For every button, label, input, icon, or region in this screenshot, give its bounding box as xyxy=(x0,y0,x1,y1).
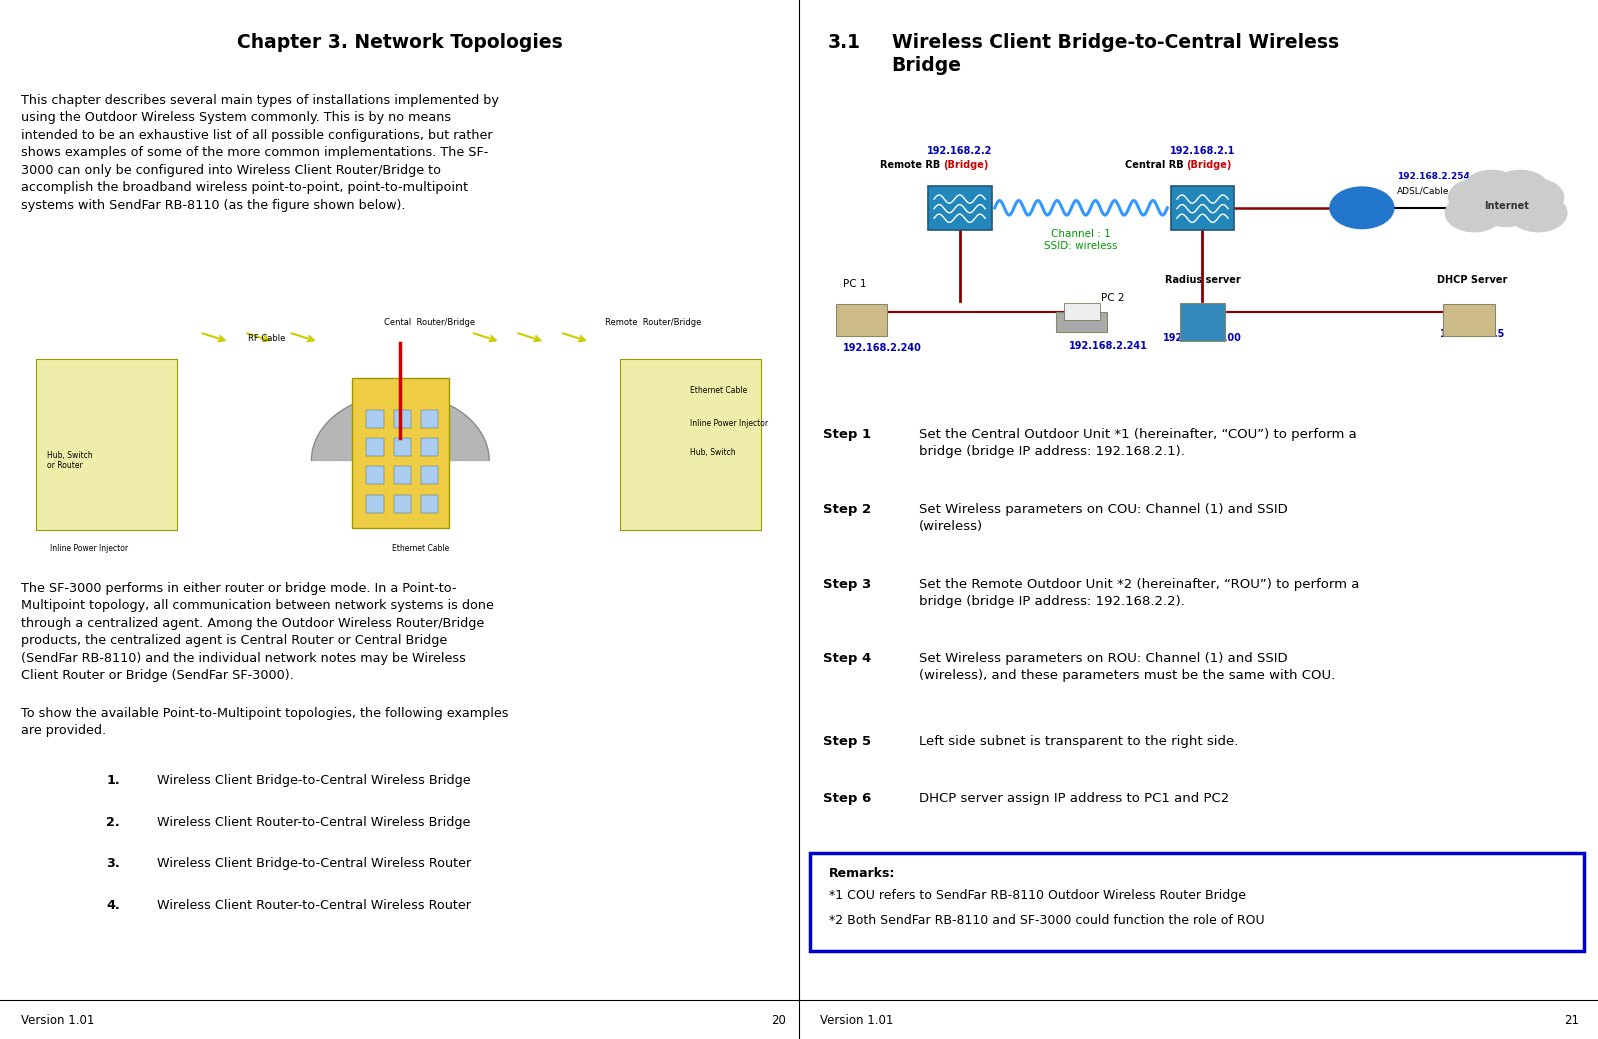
Text: 21: 21 xyxy=(1564,1013,1579,1027)
Text: Inline Power Injector: Inline Power Injector xyxy=(690,419,769,428)
FancyBboxPatch shape xyxy=(1170,186,1234,230)
Text: *2 Both SendFar RB-8110 and SF-3000 could function the role of ROU: *2 Both SendFar RB-8110 and SF-3000 coul… xyxy=(829,914,1266,928)
Text: 3.1: 3.1 xyxy=(828,33,861,52)
FancyBboxPatch shape xyxy=(366,438,384,456)
Text: Remarks:: Remarks: xyxy=(829,867,896,880)
Text: Set the Central Outdoor Unit *1 (hereinafter, “COU”) to perform a
bridge (bridge: Set the Central Outdoor Unit *1 (hereina… xyxy=(919,428,1357,458)
Text: Hub, Switch: Hub, Switch xyxy=(690,448,735,456)
Text: Wireless Client Bridge-to-Central Wireless
Bridge: Wireless Client Bridge-to-Central Wirele… xyxy=(892,33,1339,75)
Text: 4.: 4. xyxy=(105,899,120,912)
FancyBboxPatch shape xyxy=(420,495,438,513)
Text: 2.: 2. xyxy=(105,816,120,829)
Circle shape xyxy=(1448,179,1505,216)
Text: Set Wireless parameters on ROU: Channel (1) and SSID
(wireless), and these param: Set Wireless parameters on ROU: Channel … xyxy=(919,652,1334,683)
Text: 192.168.2.241: 192.168.2.241 xyxy=(1069,341,1147,351)
Circle shape xyxy=(1330,187,1393,229)
Text: 192.168.2.254: 192.168.2.254 xyxy=(1397,171,1470,181)
Text: 1.: 1. xyxy=(105,774,120,788)
FancyBboxPatch shape xyxy=(620,359,761,530)
FancyBboxPatch shape xyxy=(393,495,411,513)
Text: Radius server: Radius server xyxy=(1165,274,1240,285)
Text: Internet: Internet xyxy=(1483,201,1529,211)
FancyBboxPatch shape xyxy=(393,409,411,428)
Text: Wireless Client Bridge-to-Central Wireless Bridge: Wireless Client Bridge-to-Central Wirele… xyxy=(157,774,470,788)
FancyBboxPatch shape xyxy=(810,853,1584,951)
FancyBboxPatch shape xyxy=(29,332,772,540)
FancyBboxPatch shape xyxy=(927,186,991,230)
Text: 20: 20 xyxy=(770,1013,786,1027)
Polygon shape xyxy=(312,394,489,460)
Text: Step 4: Step 4 xyxy=(823,652,871,666)
FancyBboxPatch shape xyxy=(1443,304,1494,336)
Text: 192.168.2.240: 192.168.2.240 xyxy=(842,343,922,353)
Text: Hub, Switch
or Router: Hub, Switch or Router xyxy=(48,451,93,471)
FancyBboxPatch shape xyxy=(393,438,411,456)
Text: 192.168.2.1: 192.168.2.1 xyxy=(1170,145,1235,156)
Text: PC 1: PC 1 xyxy=(842,278,866,289)
Text: Step 3: Step 3 xyxy=(823,578,871,591)
Text: Step 6: Step 6 xyxy=(823,792,871,805)
FancyBboxPatch shape xyxy=(1056,313,1107,332)
Text: DHCP Server: DHCP Server xyxy=(1437,274,1507,285)
Text: To show the available Point-to-Multipoint topologies, the following examples
are: To show the available Point-to-Multipoin… xyxy=(21,707,508,737)
Text: 192.168.2.2: 192.168.2.2 xyxy=(927,145,992,156)
Text: Version 1.01: Version 1.01 xyxy=(820,1013,893,1027)
FancyBboxPatch shape xyxy=(366,467,384,484)
FancyBboxPatch shape xyxy=(352,378,449,528)
Text: Remote RB: Remote RB xyxy=(880,160,943,170)
Text: Inline Power Injector: Inline Power Injector xyxy=(50,544,128,554)
Circle shape xyxy=(1510,194,1566,232)
Text: The SF-3000 performs in either router or bridge mode. In a Point-to-
Multipoint : The SF-3000 performs in either router or… xyxy=(21,582,494,683)
Text: Wireless Client Router-to-Central Wireless Bridge: Wireless Client Router-to-Central Wirele… xyxy=(157,816,470,829)
Text: Step 1: Step 1 xyxy=(823,428,871,442)
FancyBboxPatch shape xyxy=(420,438,438,456)
Text: Step 2: Step 2 xyxy=(823,503,871,516)
Text: Wireless Client Bridge-to-Central Wireless Router: Wireless Client Bridge-to-Central Wirele… xyxy=(157,857,471,871)
Text: Channel : 1
SSID: wireless: Channel : 1 SSID: wireless xyxy=(1045,229,1117,251)
FancyBboxPatch shape xyxy=(420,467,438,484)
Text: ADSL/Cable: ADSL/Cable xyxy=(1397,186,1449,195)
Text: Set Wireless parameters on COU: Channel (1) and SSID
(wireless): Set Wireless parameters on COU: Channel … xyxy=(919,503,1288,533)
Text: 192.168.2.5: 192.168.2.5 xyxy=(1440,328,1505,339)
Text: Ethernet Cable: Ethernet Cable xyxy=(690,387,748,395)
Text: (Bridge): (Bridge) xyxy=(1186,160,1232,170)
FancyBboxPatch shape xyxy=(1064,303,1099,320)
FancyBboxPatch shape xyxy=(836,304,887,336)
Circle shape xyxy=(1478,189,1534,227)
Text: Wireless Client Router-to-Central Wireless Router: Wireless Client Router-to-Central Wirele… xyxy=(157,899,470,912)
Text: Central RB: Central RB xyxy=(1125,160,1186,170)
Text: This chapter describes several main types of installations implemented by
using : This chapter describes several main type… xyxy=(21,94,499,212)
Circle shape xyxy=(1493,170,1550,208)
FancyBboxPatch shape xyxy=(420,409,438,428)
FancyBboxPatch shape xyxy=(1179,303,1224,341)
Text: Remote  Router/Bridge: Remote Router/Bridge xyxy=(604,318,702,327)
Text: DHCP server assign IP address to PC1 and PC2: DHCP server assign IP address to PC1 and… xyxy=(919,792,1229,805)
FancyBboxPatch shape xyxy=(366,495,384,513)
FancyBboxPatch shape xyxy=(366,409,384,428)
Circle shape xyxy=(1507,179,1563,216)
Text: Cental  Router/Bridge: Cental Router/Bridge xyxy=(384,318,476,327)
Text: (Bridge): (Bridge) xyxy=(943,160,989,170)
Text: Chapter 3. Network Topologies: Chapter 3. Network Topologies xyxy=(237,33,562,52)
Text: Ethernet Cable: Ethernet Cable xyxy=(393,544,449,554)
Text: 3.: 3. xyxy=(105,857,120,871)
Circle shape xyxy=(1464,170,1520,208)
Text: 192.168.2.100: 192.168.2.100 xyxy=(1163,332,1242,343)
Text: PC 2: PC 2 xyxy=(1101,293,1125,303)
FancyBboxPatch shape xyxy=(37,359,177,530)
Text: Set the Remote Outdoor Unit *2 (hereinafter, “ROU”) to perform a
bridge (bridge : Set the Remote Outdoor Unit *2 (hereinaf… xyxy=(919,578,1360,608)
Text: Left side subnet is transparent to the right side.: Left side subnet is transparent to the r… xyxy=(919,735,1238,748)
Text: Step 5: Step 5 xyxy=(823,735,871,748)
Text: RF Cable: RF Cable xyxy=(248,334,284,343)
FancyBboxPatch shape xyxy=(393,467,411,484)
Text: *1 COU refers to SendFar RB-8110 Outdoor Wireless Router Bridge: *1 COU refers to SendFar RB-8110 Outdoor… xyxy=(829,889,1246,903)
Text: Version 1.01: Version 1.01 xyxy=(21,1013,94,1027)
Circle shape xyxy=(1446,194,1502,232)
